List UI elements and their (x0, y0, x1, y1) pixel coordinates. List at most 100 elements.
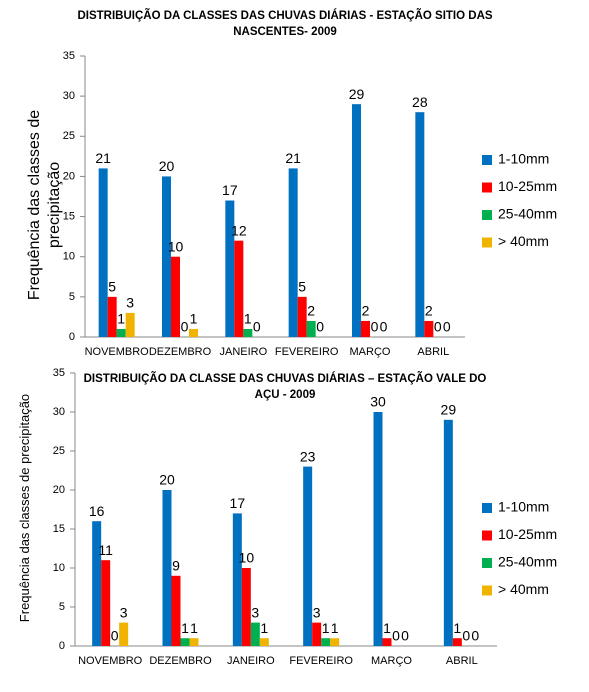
y-tick-label: 35 (53, 367, 65, 379)
y-tick-label: 10 (53, 562, 65, 574)
bar (101, 560, 111, 646)
value-label: 3 (251, 604, 259, 620)
value-label: 0 (380, 319, 388, 335)
value-label: 0 (253, 319, 261, 335)
bar (288, 168, 298, 337)
y-tick-label: 0 (69, 331, 75, 343)
y-tick-label: 20 (53, 484, 65, 496)
bar (189, 638, 199, 646)
value-label: 17 (222, 182, 238, 198)
legend-swatch (482, 155, 492, 165)
bar (306, 320, 316, 337)
value-label: 30 (370, 394, 386, 410)
value-label: 9 (172, 558, 180, 574)
bar (180, 638, 190, 646)
value-label: 0 (401, 628, 409, 644)
value-label: 11 (98, 542, 113, 558)
value-label: 3 (120, 604, 128, 620)
value-label: 0 (443, 319, 451, 335)
y-tick-label: 30 (63, 90, 75, 102)
legend-label: 25-40mm (498, 206, 557, 222)
y-tick-label: 5 (69, 291, 75, 303)
value-label: 1 (322, 620, 330, 636)
x-tick-label: DEZEMBRO (149, 346, 212, 358)
legend-label: 25-40mm (498, 554, 557, 570)
bar (119, 622, 129, 646)
value-label: 10 (168, 238, 184, 254)
bar (225, 200, 235, 337)
bar (303, 466, 313, 646)
value-label: 20 (159, 472, 175, 488)
y-tick-label: 15 (63, 210, 75, 222)
bar (297, 296, 307, 337)
legend-swatch (482, 558, 492, 568)
y-tick-label: 25 (63, 130, 75, 142)
bar (171, 575, 181, 646)
value-label: 0 (471, 628, 479, 644)
value-label: 16 (89, 503, 105, 519)
legend-swatch (482, 585, 492, 596)
bar (424, 320, 434, 337)
legend-swatch (482, 182, 492, 193)
value-label: 0 (392, 628, 400, 644)
bar (452, 638, 462, 646)
value-label: 21 (95, 150, 111, 166)
legend-label: 10-25mm (498, 526, 557, 542)
value-label: 1 (117, 311, 125, 327)
y-tick-label: 20 (63, 170, 75, 182)
value-label: 1 (190, 620, 198, 636)
value-label: 0 (434, 319, 442, 335)
value-label: 28 (412, 94, 428, 110)
bar (162, 490, 172, 646)
x-tick-label: NOVEMBRO (78, 655, 143, 667)
value-label: 1 (190, 311, 198, 327)
legend-label: > 40mm (498, 581, 549, 597)
value-label: 12 (231, 222, 247, 238)
x-tick-label: FEVEREIRO (275, 346, 339, 358)
bar (162, 176, 171, 337)
bar (234, 240, 244, 337)
bar (382, 638, 392, 646)
bar (312, 622, 322, 646)
y-axis-label: Frequência das classes de precipitação (17, 393, 32, 623)
bar (352, 104, 361, 338)
value-label: 17 (230, 495, 246, 511)
x-tick-label: ABRIL (446, 655, 478, 667)
bar (92, 521, 102, 646)
chart-title: DISTRIBUIÇÃO DA CLASSES DAS CHUVAS DIÁRI… (77, 10, 493, 38)
x-tick-label: MARÇO (350, 346, 391, 358)
y-tick-label: 35 (63, 50, 75, 62)
y-tick-label: 5 (59, 601, 65, 613)
y-tick-label: 15 (53, 523, 65, 535)
bar (125, 312, 135, 337)
bar (232, 513, 242, 646)
value-label: 2 (425, 303, 433, 319)
value-label: 2 (307, 303, 315, 319)
value-label: 1 (453, 620, 461, 636)
value-label: 1 (244, 311, 252, 327)
y-tick-label: 30 (53, 406, 65, 418)
bar (330, 638, 340, 646)
x-tick-label: MARÇO (371, 655, 412, 667)
bar (243, 328, 253, 337)
y-tick-label: 0 (59, 640, 65, 652)
value-label: 23 (300, 448, 316, 464)
legend-label: 10-25mm (498, 178, 557, 194)
bar (107, 296, 117, 337)
value-label: 1 (260, 620, 268, 636)
x-tick-label: DEZEMBRO (149, 655, 212, 667)
x-tick-label: JANEIRO (219, 346, 267, 358)
value-label: 0 (371, 319, 379, 335)
bar (373, 412, 383, 646)
legend-swatch (482, 237, 492, 248)
value-label: 0 (462, 628, 470, 644)
bar (98, 168, 108, 337)
value-label: 10 (239, 550, 255, 566)
bar (443, 419, 453, 646)
bar (189, 328, 198, 337)
value-label: 0 (181, 319, 189, 335)
value-label: 3 (313, 604, 321, 620)
x-tick-label: FEVEREIRO (289, 655, 353, 667)
bar (116, 328, 126, 337)
